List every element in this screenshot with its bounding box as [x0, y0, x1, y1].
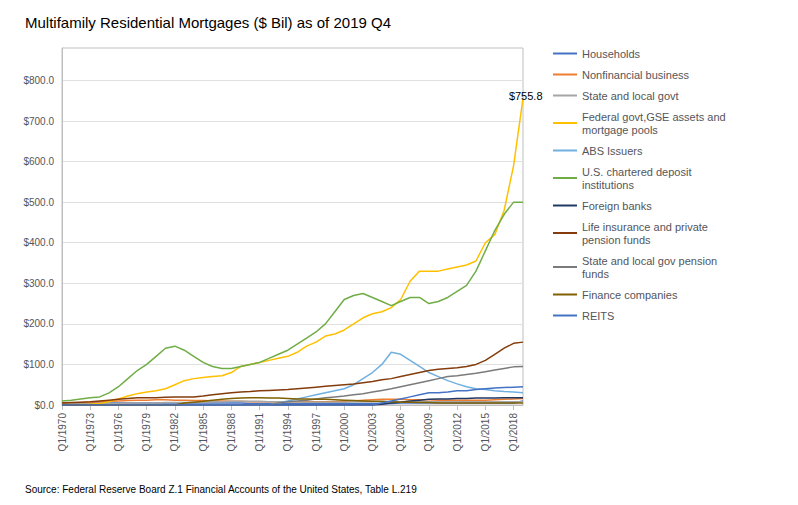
svg-text:Life insurance and private: Life insurance and private [582, 221, 708, 233]
svg-text:Q1/2006: Q1/2006 [395, 413, 406, 452]
svg-text:pension funds: pension funds [582, 234, 651, 246]
svg-text:$400.0: $400.0 [23, 237, 54, 248]
svg-text:Q1/1985: Q1/1985 [198, 413, 209, 452]
svg-text:$200.0: $200.0 [23, 318, 54, 329]
svg-text:Q1/1991: Q1/1991 [254, 413, 265, 452]
svg-text:Households: Households [582, 48, 641, 60]
svg-text:Nonfinancial business: Nonfinancial business [582, 69, 690, 81]
svg-text:$600.0: $600.0 [23, 156, 54, 167]
svg-text:$100.0: $100.0 [23, 359, 54, 370]
svg-text:Multifamily Residential Mortga: Multifamily Residential Mortgages ($ Bil… [25, 14, 391, 31]
svg-text:State and local govt: State and local govt [582, 90, 679, 102]
svg-text:Finance companies: Finance companies [582, 289, 678, 301]
svg-text:Q1/1976: Q1/1976 [113, 413, 124, 452]
svg-text:$800.0: $800.0 [23, 75, 54, 86]
svg-text:Q1/2015: Q1/2015 [480, 413, 491, 452]
svg-text:Q1/1979: Q1/1979 [141, 413, 152, 452]
svg-text:Q1/2012: Q1/2012 [452, 413, 463, 452]
svg-text:U.S. chartered deposit: U.S. chartered deposit [582, 166, 691, 178]
svg-text:Q1/1997: Q1/1997 [311, 413, 322, 452]
svg-text:Q1/1994: Q1/1994 [282, 413, 293, 452]
svg-text:Q1/2003: Q1/2003 [367, 413, 378, 452]
svg-text:Q1/1970: Q1/1970 [57, 413, 68, 452]
svg-text:mortgage pools: mortgage pools [582, 124, 658, 136]
svg-text:State and local gov pension: State and local gov pension [582, 255, 717, 267]
svg-text:Q1/2018: Q1/2018 [508, 413, 519, 452]
svg-text:$700.0: $700.0 [23, 116, 54, 127]
svg-text:Q1/1982: Q1/1982 [169, 413, 180, 452]
svg-text:Q1/1988: Q1/1988 [226, 413, 237, 452]
svg-text:$0.0: $0.0 [35, 400, 55, 411]
svg-text:Q1/1973: Q1/1973 [85, 413, 96, 452]
svg-text:$755.8: $755.8 [509, 90, 543, 102]
svg-text:$300.0: $300.0 [23, 278, 54, 289]
svg-text:$500.0: $500.0 [23, 197, 54, 208]
svg-text:institutions: institutions [582, 179, 634, 191]
svg-text:Q1/2009: Q1/2009 [423, 413, 434, 452]
svg-text:funds: funds [582, 268, 609, 280]
svg-text:ABS Issuers: ABS Issuers [582, 145, 643, 157]
svg-text:Foreign banks: Foreign banks [582, 200, 652, 212]
svg-text:REITS: REITS [582, 310, 614, 322]
svg-text:Q1/2000: Q1/2000 [339, 413, 350, 452]
svg-text:Source: Federal Reserve Board: Source: Federal Reserve Board Z.1 Financ… [25, 484, 417, 495]
svg-text:Federal govt,GSE assets and: Federal govt,GSE assets and [582, 111, 726, 123]
